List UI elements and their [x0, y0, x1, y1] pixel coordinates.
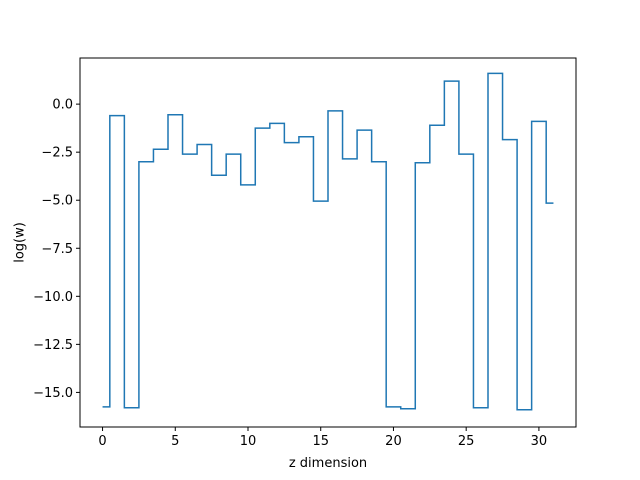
y-axis-label: log(w)	[13, 222, 28, 263]
x-axis-ticks: 0 5 10 15 20 25 30	[98, 427, 547, 449]
x-tick-label: 30	[531, 434, 548, 449]
series-layer	[102, 72, 554, 411]
y-tick-label: −12.5	[33, 338, 73, 353]
x-tick-label: 0	[98, 434, 106, 449]
series-step-line	[102, 72, 554, 411]
y-tick-label: −7.5	[41, 242, 73, 257]
y-tick-label: −15.0	[33, 386, 73, 401]
x-axis-label: z dimension	[289, 456, 367, 471]
x-tick-label: 15	[312, 434, 329, 449]
x-tick-label: 25	[458, 434, 475, 449]
y-axis-ticks: 0.0 −2.5 −5.0 −7.5 −10.0 −12.5 −15.0	[33, 98, 80, 401]
axes-frame	[79, 57, 577, 428]
x-tick-label: 10	[240, 434, 257, 449]
x-tick-label: 20	[385, 434, 402, 449]
y-tick-label: −5.0	[41, 194, 73, 209]
y-tick-label: −2.5	[41, 146, 73, 161]
x-tick-label: 5	[171, 434, 179, 449]
y-tick-label: 0.0	[52, 98, 73, 113]
y-tick-label: −10.0	[33, 290, 73, 305]
